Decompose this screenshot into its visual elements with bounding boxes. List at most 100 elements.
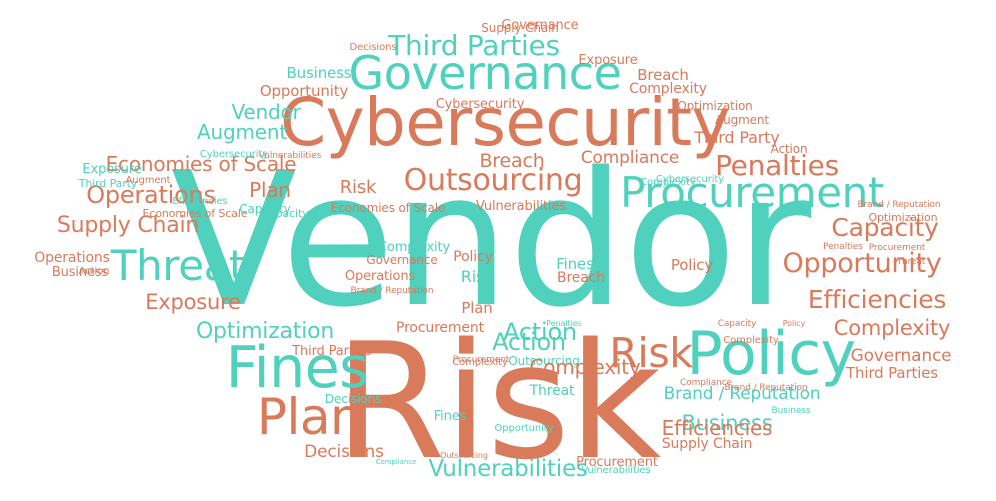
word-policy: Policy — [782, 319, 806, 328]
word-capacity: Capacity — [261, 207, 309, 220]
word-vulnerabilities: Vulnerabilities — [258, 151, 322, 161]
word-optimization: Optimization — [195, 319, 335, 344]
word-governance: Governance — [850, 346, 952, 366]
word-fines: Fines — [433, 409, 467, 424]
word-procurement: Procurement — [396, 320, 484, 336]
word-supply-chain: Supply Chain — [661, 436, 753, 452]
word-capacity: Capacity — [239, 202, 291, 216]
word-fines: Fines — [225, 335, 369, 401]
word-outsourcing: Outsourcing — [440, 451, 488, 460]
word-compliance: Compliance — [580, 148, 680, 168]
word-governance: Governance — [366, 253, 438, 267]
word-action: Action — [492, 328, 566, 356]
word-action: Action — [78, 266, 110, 277]
word-brand-reputation: Brand / Reputation — [724, 383, 808, 393]
word-outsourcing: Outsourcing — [403, 163, 583, 198]
word-operations: Operations — [34, 250, 110, 266]
word-exposure: Exposure — [145, 290, 241, 314]
word-vendor: Vendor — [170, 132, 812, 348]
word-compliance: Compliance — [375, 458, 417, 466]
word-augment: Augment — [197, 120, 287, 144]
word-capacity: Capacity — [831, 213, 939, 242]
word-efficiencies: Efficiencies — [807, 285, 947, 314]
word-risk: Risk — [609, 329, 693, 377]
word-augment: Augment — [715, 113, 769, 127]
word-opportunity: Opportunity — [494, 423, 554, 434]
word-vendor: Vendor — [231, 100, 301, 124]
word-augment: Augment — [125, 175, 171, 186]
word-governance: Governance — [348, 46, 622, 100]
word-fines: Fines — [556, 255, 594, 273]
word-threat: Threat — [896, 257, 926, 267]
word-complexity: Complexity — [723, 335, 779, 346]
word-action: Action — [770, 142, 808, 156]
word-procurement: Procurement — [576, 455, 658, 470]
word-supply-chain: Supply Chain — [481, 21, 559, 35]
word-opportunity: Opportunity — [782, 248, 942, 279]
word-opportunity: Opportunity — [259, 82, 349, 100]
word-efficiencies: Efficiencies — [172, 196, 228, 207]
word-cybersecurity: Cybersecurity — [655, 174, 725, 185]
word-vulnerabilities: Vulnerabilities — [428, 456, 588, 482]
word-cybersecurity: Cybersecurity — [435, 97, 525, 112]
word-procurement: Procurement — [452, 355, 510, 365]
word-brand-reputation: Brand / Reputation — [350, 286, 434, 296]
word-third-party: Third Party — [694, 128, 780, 147]
word-procurement: Procurement — [620, 168, 884, 217]
word-business: Business — [681, 411, 773, 435]
word-vulnerabilities: Vulnerabilities — [581, 465, 651, 476]
word-cybersecurity: Cybersecurity — [280, 84, 730, 161]
word-threat: Threat — [529, 383, 575, 399]
word-third-parties: Third Parties — [846, 364, 938, 382]
word-risk: Risk — [339, 177, 377, 198]
word-complexity: Complexity — [452, 357, 508, 368]
word-decisions: Decisions — [349, 42, 397, 53]
word-complexity: Complexity — [377, 240, 451, 255]
word-complexity: Complexity — [629, 81, 707, 97]
word-risk: Risk — [460, 267, 494, 286]
word-decisions: Decisions — [324, 392, 382, 406]
word-complexity: Complexity — [833, 316, 951, 340]
word-complexity: Complexity — [529, 355, 641, 379]
word-penalties: Penalties — [546, 319, 582, 328]
word-compliance: Compliance — [679, 378, 733, 388]
word-breach: Breach — [637, 66, 689, 84]
word-exposure: Exposure — [82, 162, 142, 177]
word-third-parties: Third Parties — [292, 344, 372, 359]
word-penalties: Penalties — [715, 149, 839, 182]
word-vulnerabilities: Vulnerabilities — [475, 199, 567, 214]
word-optimization: Optimization — [677, 99, 753, 113]
word-economies-of-scale: Economies of Scale — [142, 207, 248, 220]
word-risk: Risk — [334, 308, 661, 495]
word-optimization: Optimization — [868, 211, 938, 224]
word-supply-chain: Supply Chain — [56, 213, 200, 238]
word-operations: Operations — [344, 269, 416, 284]
word-business: Business — [771, 406, 811, 416]
word-complexity: Complexity — [640, 177, 696, 188]
word-action: Action — [503, 318, 577, 346]
word-exposure: Exposure — [578, 53, 638, 68]
word-procurement: Procurement — [868, 243, 926, 253]
word-decisions: Decisions — [304, 442, 384, 462]
word-capacity: Capacity — [717, 319, 757, 329]
word-business: Business — [286, 64, 352, 82]
word-third-party: Third Party — [78, 177, 138, 190]
word-penalties: Penalties — [823, 242, 863, 252]
word-plan: Plan — [461, 299, 493, 317]
word-threat: Threat — [110, 241, 246, 290]
word-brand-reputation: Brand / Reputation — [857, 200, 941, 210]
word-brand-reputation: Brand / Reputation — [663, 384, 821, 404]
word-plan: Plan — [256, 388, 362, 446]
word-policy: Policy — [670, 256, 714, 274]
word-efficiencies: Efficiencies — [661, 416, 773, 440]
word-governance: Governance — [501, 18, 579, 33]
word-policy: Policy — [453, 249, 493, 265]
word-plan: Plan — [249, 178, 291, 202]
word-policy: Policy — [686, 319, 857, 389]
word-business: Business — [51, 265, 109, 280]
word-third-parties: Third Parties — [388, 29, 560, 62]
word-breach: Breach — [557, 270, 605, 286]
word-economies-of-scale: Economies of Scale — [330, 201, 446, 215]
word-cybersecurity: Cybersecurity — [199, 149, 269, 160]
